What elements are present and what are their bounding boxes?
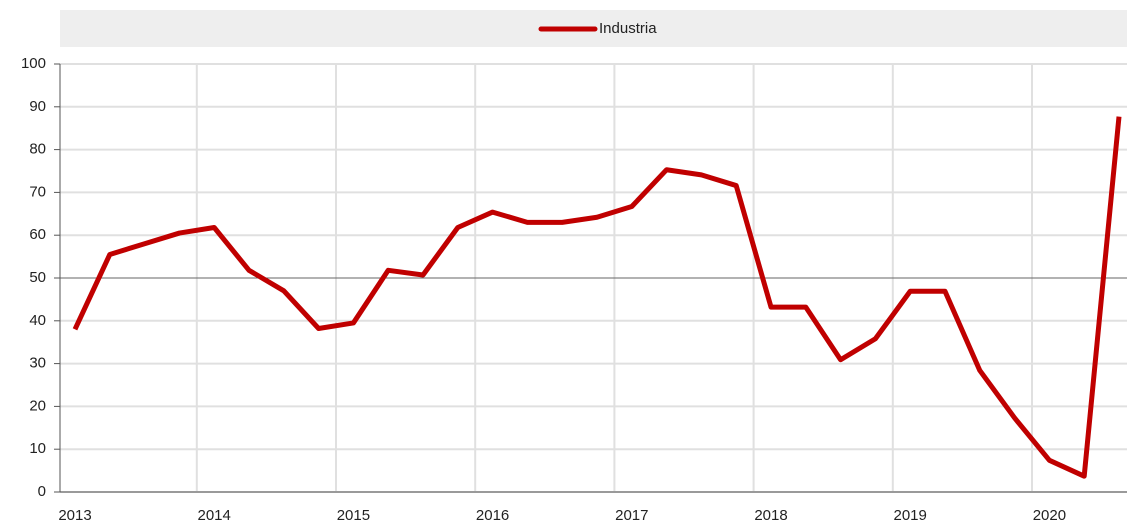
y-tick-label: 90 (29, 98, 46, 115)
legend-label: Industria (599, 20, 657, 37)
x-tick-label: 2017 (615, 507, 648, 524)
y-tick-label: 30 (29, 355, 46, 372)
y-tick-label: 60 (29, 226, 46, 243)
x-tick-label: 2018 (754, 507, 787, 524)
x-tick-label: 2013 (58, 507, 91, 524)
line-series (72, 116, 1122, 479)
y-tick-label: 70 (29, 183, 46, 200)
y-tick-label: 100 (21, 55, 46, 72)
y-tick-label: 50 (29, 269, 46, 286)
x-tick-label: 2020 (1033, 507, 1066, 524)
x-tick-label: 2015 (337, 507, 370, 524)
x-tick-label: 2014 (198, 507, 231, 524)
y-tick-label: 80 (29, 141, 46, 158)
y-tick-label: 20 (29, 397, 46, 414)
y-tick-label: 10 (29, 440, 46, 457)
y-tick-label: 0 (38, 483, 46, 500)
y-tick-label: 40 (29, 312, 46, 329)
x-tick-label: 2016 (476, 507, 509, 524)
x-tick-label: 2019 (894, 507, 927, 524)
